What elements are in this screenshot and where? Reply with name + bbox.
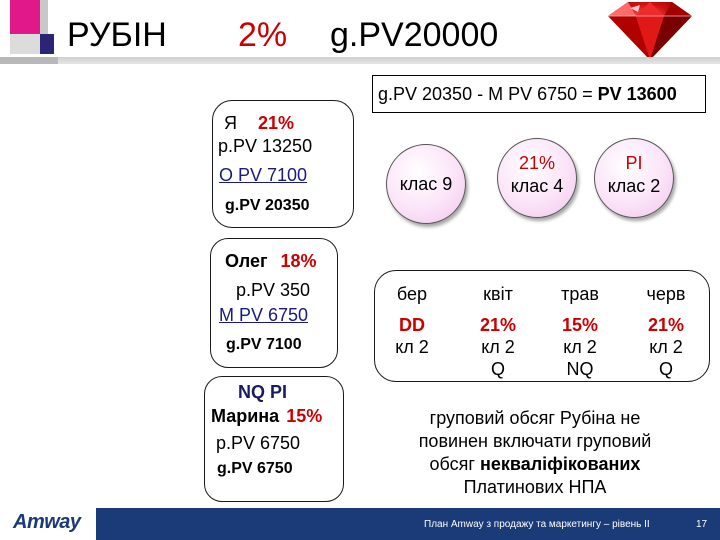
month-extra: Q — [658, 359, 673, 379]
marina-ppv: p.PV 6750 — [216, 433, 301, 453]
me-percent: 21% — [258, 113, 295, 133]
circle-class-4-label: клас 4 — [510, 176, 564, 196]
header-band — [58, 57, 720, 64]
circle-class-2-label: клас 2 — [607, 176, 661, 196]
oleg-percent: 18% — [280, 251, 317, 271]
formula-box — [372, 75, 706, 113]
month-class: кл 2 — [563, 337, 597, 357]
box-me — [212, 100, 354, 228]
formula-text: g.PV 20350 - M PV 6750 = PV 13600 — [378, 84, 677, 105]
circle-class-2-status: PI — [625, 153, 643, 173]
month-extra: Q — [490, 359, 505, 379]
marina-percent: 15% — [286, 406, 323, 426]
circle-class-9-label: клас 9 — [399, 174, 453, 194]
marina-name: Марина 15% — [211, 406, 323, 426]
ruby-gem-icon — [608, 2, 692, 60]
oleg-mpv: M PV 6750 — [219, 305, 309, 325]
month-class: кл 2 — [481, 337, 515, 357]
decor-square-light — [10, 34, 40, 54]
marina-gpv: g.PV 6750 — [217, 460, 293, 477]
box-oleg — [210, 238, 338, 368]
month-class: кл 2 — [395, 337, 429, 357]
month-value: 21% — [479, 315, 517, 335]
amway-logo: Amway — [13, 511, 81, 533]
note-line: обсяг некваліфікованих — [429, 454, 641, 474]
month-value: 15% — [561, 315, 599, 335]
circle-class-2 — [594, 138, 674, 218]
header-percent: 2% — [238, 16, 288, 54]
month-value: DD — [399, 315, 425, 335]
circle-class-4 — [497, 138, 577, 218]
month-label: квіт — [483, 284, 513, 304]
box-marina — [204, 376, 344, 502]
months-box — [374, 270, 710, 382]
oleg-ppv: p.PV 350 — [236, 280, 311, 300]
oleg-gpv: g.PV 7100 — [226, 336, 302, 353]
circle-class-4-percent: 21% — [518, 153, 556, 173]
decor-square-pink — [10, 0, 40, 34]
me-opv: O PV 7100 — [219, 165, 308, 185]
footer-caption: План Amway з продажу та маркетингу – рів… — [424, 519, 650, 530]
header-gpv: g.PV20000 — [330, 16, 499, 54]
formula-left: g.PV 20350 - M PV 6750 = — [378, 84, 598, 104]
decor-square-gray — [40, 0, 48, 34]
note-line: повинен включати груповий — [418, 431, 652, 451]
me-gpv: g.PV 20350 — [225, 197, 310, 214]
footer-logo-area — [0, 508, 96, 540]
page-number: 17 — [696, 519, 708, 530]
me-name: Я 21% — [224, 113, 295, 133]
note-line: Платинових НПА — [463, 477, 607, 497]
oleg-name: Олег 18% — [225, 251, 317, 271]
month-label: черв — [646, 284, 686, 304]
month-label: бер — [396, 284, 428, 304]
month-class: кл 2 — [649, 337, 683, 357]
note-line: груповий обсяг Рубіна не — [429, 408, 641, 428]
month-label: трав — [561, 284, 599, 304]
page-title: РУБІН — [67, 16, 167, 54]
decor-square-dark — [40, 34, 54, 54]
month-value: 21% — [647, 315, 685, 335]
me-ppv: p.PV 13250 — [218, 136, 313, 156]
left-band — [0, 57, 58, 64]
note-text: груповий обсяг Рубіна не повинен включат… — [380, 407, 690, 499]
marina-status: NQ PI — [238, 382, 288, 402]
month-extra: NQ — [566, 359, 594, 379]
circle-class-9 — [386, 144, 466, 224]
footer-bar — [96, 508, 720, 540]
formula-result: PV 13600 — [597, 84, 677, 104]
